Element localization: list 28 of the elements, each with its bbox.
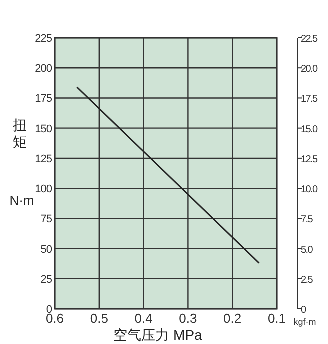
y-tick-label: 125 [35,153,52,166]
y-tick-label: 225 [35,33,52,45]
x-tick-label: 0.4 [134,311,153,326]
y-tick-label: 100 [35,184,52,196]
y-tick-label: 150 [35,123,52,136]
x-axis-title: 空气压力 MPa [114,327,203,343]
y2-tick-label: 0 [301,305,307,316]
y2-tick-label: 15.0 [301,124,318,136]
y2-tick-label: 22.5 [301,34,318,45]
y2-tick-label: 20.0 [301,64,318,76]
y2-axis-title: kgf·m [294,317,316,327]
x-tick-label: 0.2 [224,311,242,326]
x-tick-label: 0.1 [268,311,286,326]
y2-tick-label: 7.5 [301,214,314,226]
text: N·m [10,193,34,208]
x-tick-label: 0.3 [179,311,198,326]
y-tick-label: 25 [40,274,52,286]
y-tick-label: 200 [35,63,52,76]
y2-tick-label: 10.0 [301,184,318,196]
y2-tick-label: 12.5 [301,154,318,166]
y-tick-label: 50 [40,244,52,256]
y2-tick-label: 17.5 [301,94,318,106]
y-tick-label: 75 [40,214,52,226]
y2-tick-label: 5.0 [301,244,314,256]
y-axis-title: 扭矩 [13,117,27,150]
y-tick-label: 175 [35,93,52,106]
y2-tick-label: 2.5 [301,274,314,286]
x-tick-label: 0.5 [90,311,108,326]
